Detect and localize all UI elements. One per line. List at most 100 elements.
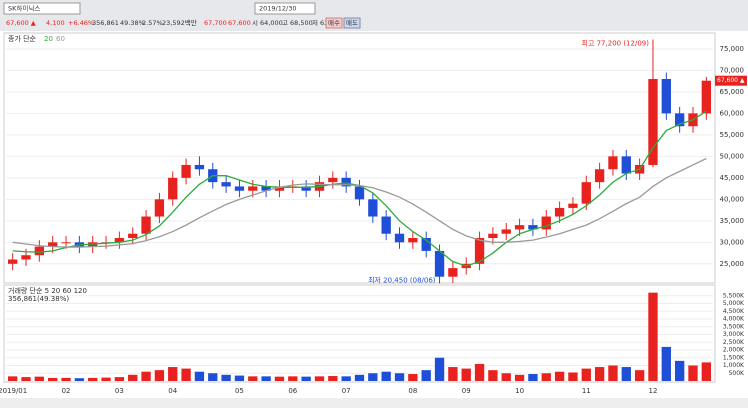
y-tick-label: 4,000K: [723, 316, 745, 323]
volume-bar: [101, 377, 111, 381]
candle-body: [128, 233, 138, 239]
candle-body: [701, 80, 711, 114]
candle-body: [621, 156, 631, 174]
candle-body: [674, 113, 685, 127]
volume-bar: [674, 360, 685, 381]
volume-bar: [21, 377, 31, 381]
y-tick-label: 60,000: [720, 109, 745, 117]
current-price: 67,600 ▲: [717, 77, 745, 84]
candle-body: [114, 238, 125, 243]
y-tick-label: 2,000K: [723, 347, 745, 354]
toolbar: [0, 0, 748, 31]
x-tick-label: 02: [62, 387, 71, 395]
candle-body: [408, 238, 418, 243]
volume-bar: [34, 376, 45, 381]
candle-body: [501, 229, 511, 234]
bid: 67,600: [228, 19, 251, 27]
volume-bar: [48, 377, 58, 381]
legend-entry: 60: [56, 35, 65, 43]
y-tick-label: 1,000K: [723, 362, 745, 369]
turnover: 2.57%: [142, 19, 163, 27]
buy-button[interactable]: [325, 17, 343, 29]
candle-body: [194, 164, 205, 170]
candle-body: [328, 177, 338, 183]
open: 시 64,000: [252, 19, 283, 27]
volume-bar: [301, 376, 311, 381]
volume-bar: [368, 373, 378, 381]
volume-bar: [394, 373, 405, 381]
volume-bar: [328, 376, 338, 381]
rate: +6.46%: [68, 19, 94, 27]
volume-bar: [461, 368, 471, 381]
y-tick-label: 50,000: [720, 152, 745, 160]
volume-bar: [701, 362, 711, 381]
volume-bar: [608, 365, 618, 381]
candle-body: [514, 225, 525, 230]
y-tick-label: 3,000K: [723, 331, 745, 338]
candle-body: [21, 255, 31, 260]
y-tick-label: 5,500K: [723, 292, 745, 299]
volume-pane: [3, 284, 716, 383]
candle-body: [354, 186, 365, 200]
candle-body: [8, 259, 18, 264]
date: 2019/12/30: [259, 5, 296, 13]
volume-bar: [634, 370, 645, 381]
candle-body: [661, 78, 671, 114]
volume-bar: [621, 367, 631, 381]
volume-bar: [554, 371, 565, 381]
volume-bar: [514, 374, 525, 381]
date-box[interactable]: [254, 2, 316, 15]
y-tick-label: 4,500K: [723, 308, 745, 315]
volume-bar: [501, 373, 511, 381]
x-tick-label: 2019/01: [0, 387, 27, 395]
volume-bar: [581, 368, 591, 381]
candle-body: [448, 268, 458, 277]
x-tick-label: 04: [168, 387, 177, 395]
x-tick-label: 03: [115, 387, 124, 395]
volume-bar: [594, 367, 605, 381]
volume-bar: [448, 367, 458, 381]
y-tick-label: 45,000: [720, 174, 745, 182]
volume-bar: [8, 376, 18, 381]
volume-bar: [221, 374, 231, 381]
x-tick-label: 06: [288, 387, 297, 395]
candle-body: [648, 78, 658, 165]
legend-label: 종가 단순: [8, 34, 37, 43]
x-tick-label: 05: [235, 387, 244, 395]
candle-body: [368, 199, 378, 217]
volume-bar: [128, 374, 138, 381]
candle-body: [381, 216, 391, 234]
candle-body: [434, 250, 445, 277]
y-tick-label: 3,500K: [723, 323, 745, 330]
x-tick-label: 12: [649, 387, 658, 395]
candle-body: [274, 186, 285, 191]
current-price-box: [715, 75, 747, 86]
volume-bar: [114, 377, 125, 381]
y-tick-label: 35,000: [720, 217, 745, 225]
price-pane: [3, 32, 716, 284]
annotation: 최고 77,200 (12/09): [582, 38, 650, 47]
volume-bar: [168, 367, 178, 381]
volume-bar: [474, 363, 485, 381]
volume-bar: [194, 371, 205, 381]
volume-bar: [154, 370, 165, 381]
volume-bar: [354, 374, 365, 381]
legend-label: 거래량 단순 5 20 60 120: [8, 286, 87, 295]
volume-bar: [421, 370, 431, 381]
candle-body: [48, 242, 58, 247]
code-box[interactable]: [3, 2, 81, 15]
candle-body: [168, 177, 178, 200]
buy-label: 매수: [328, 19, 340, 27]
candle-body: [581, 182, 591, 204]
x-tick-label: 11: [582, 387, 591, 395]
x-tick-label: 09: [462, 387, 471, 395]
scrollbar[interactable]: [0, 398, 748, 408]
volume: 356,861: [92, 19, 119, 27]
volume-bar: [181, 368, 191, 381]
candle-body: [61, 242, 71, 244]
sell-button[interactable]: [343, 17, 361, 29]
candle-body: [474, 238, 485, 264]
volume-bar: [528, 374, 538, 381]
volume-bar: [208, 373, 218, 381]
